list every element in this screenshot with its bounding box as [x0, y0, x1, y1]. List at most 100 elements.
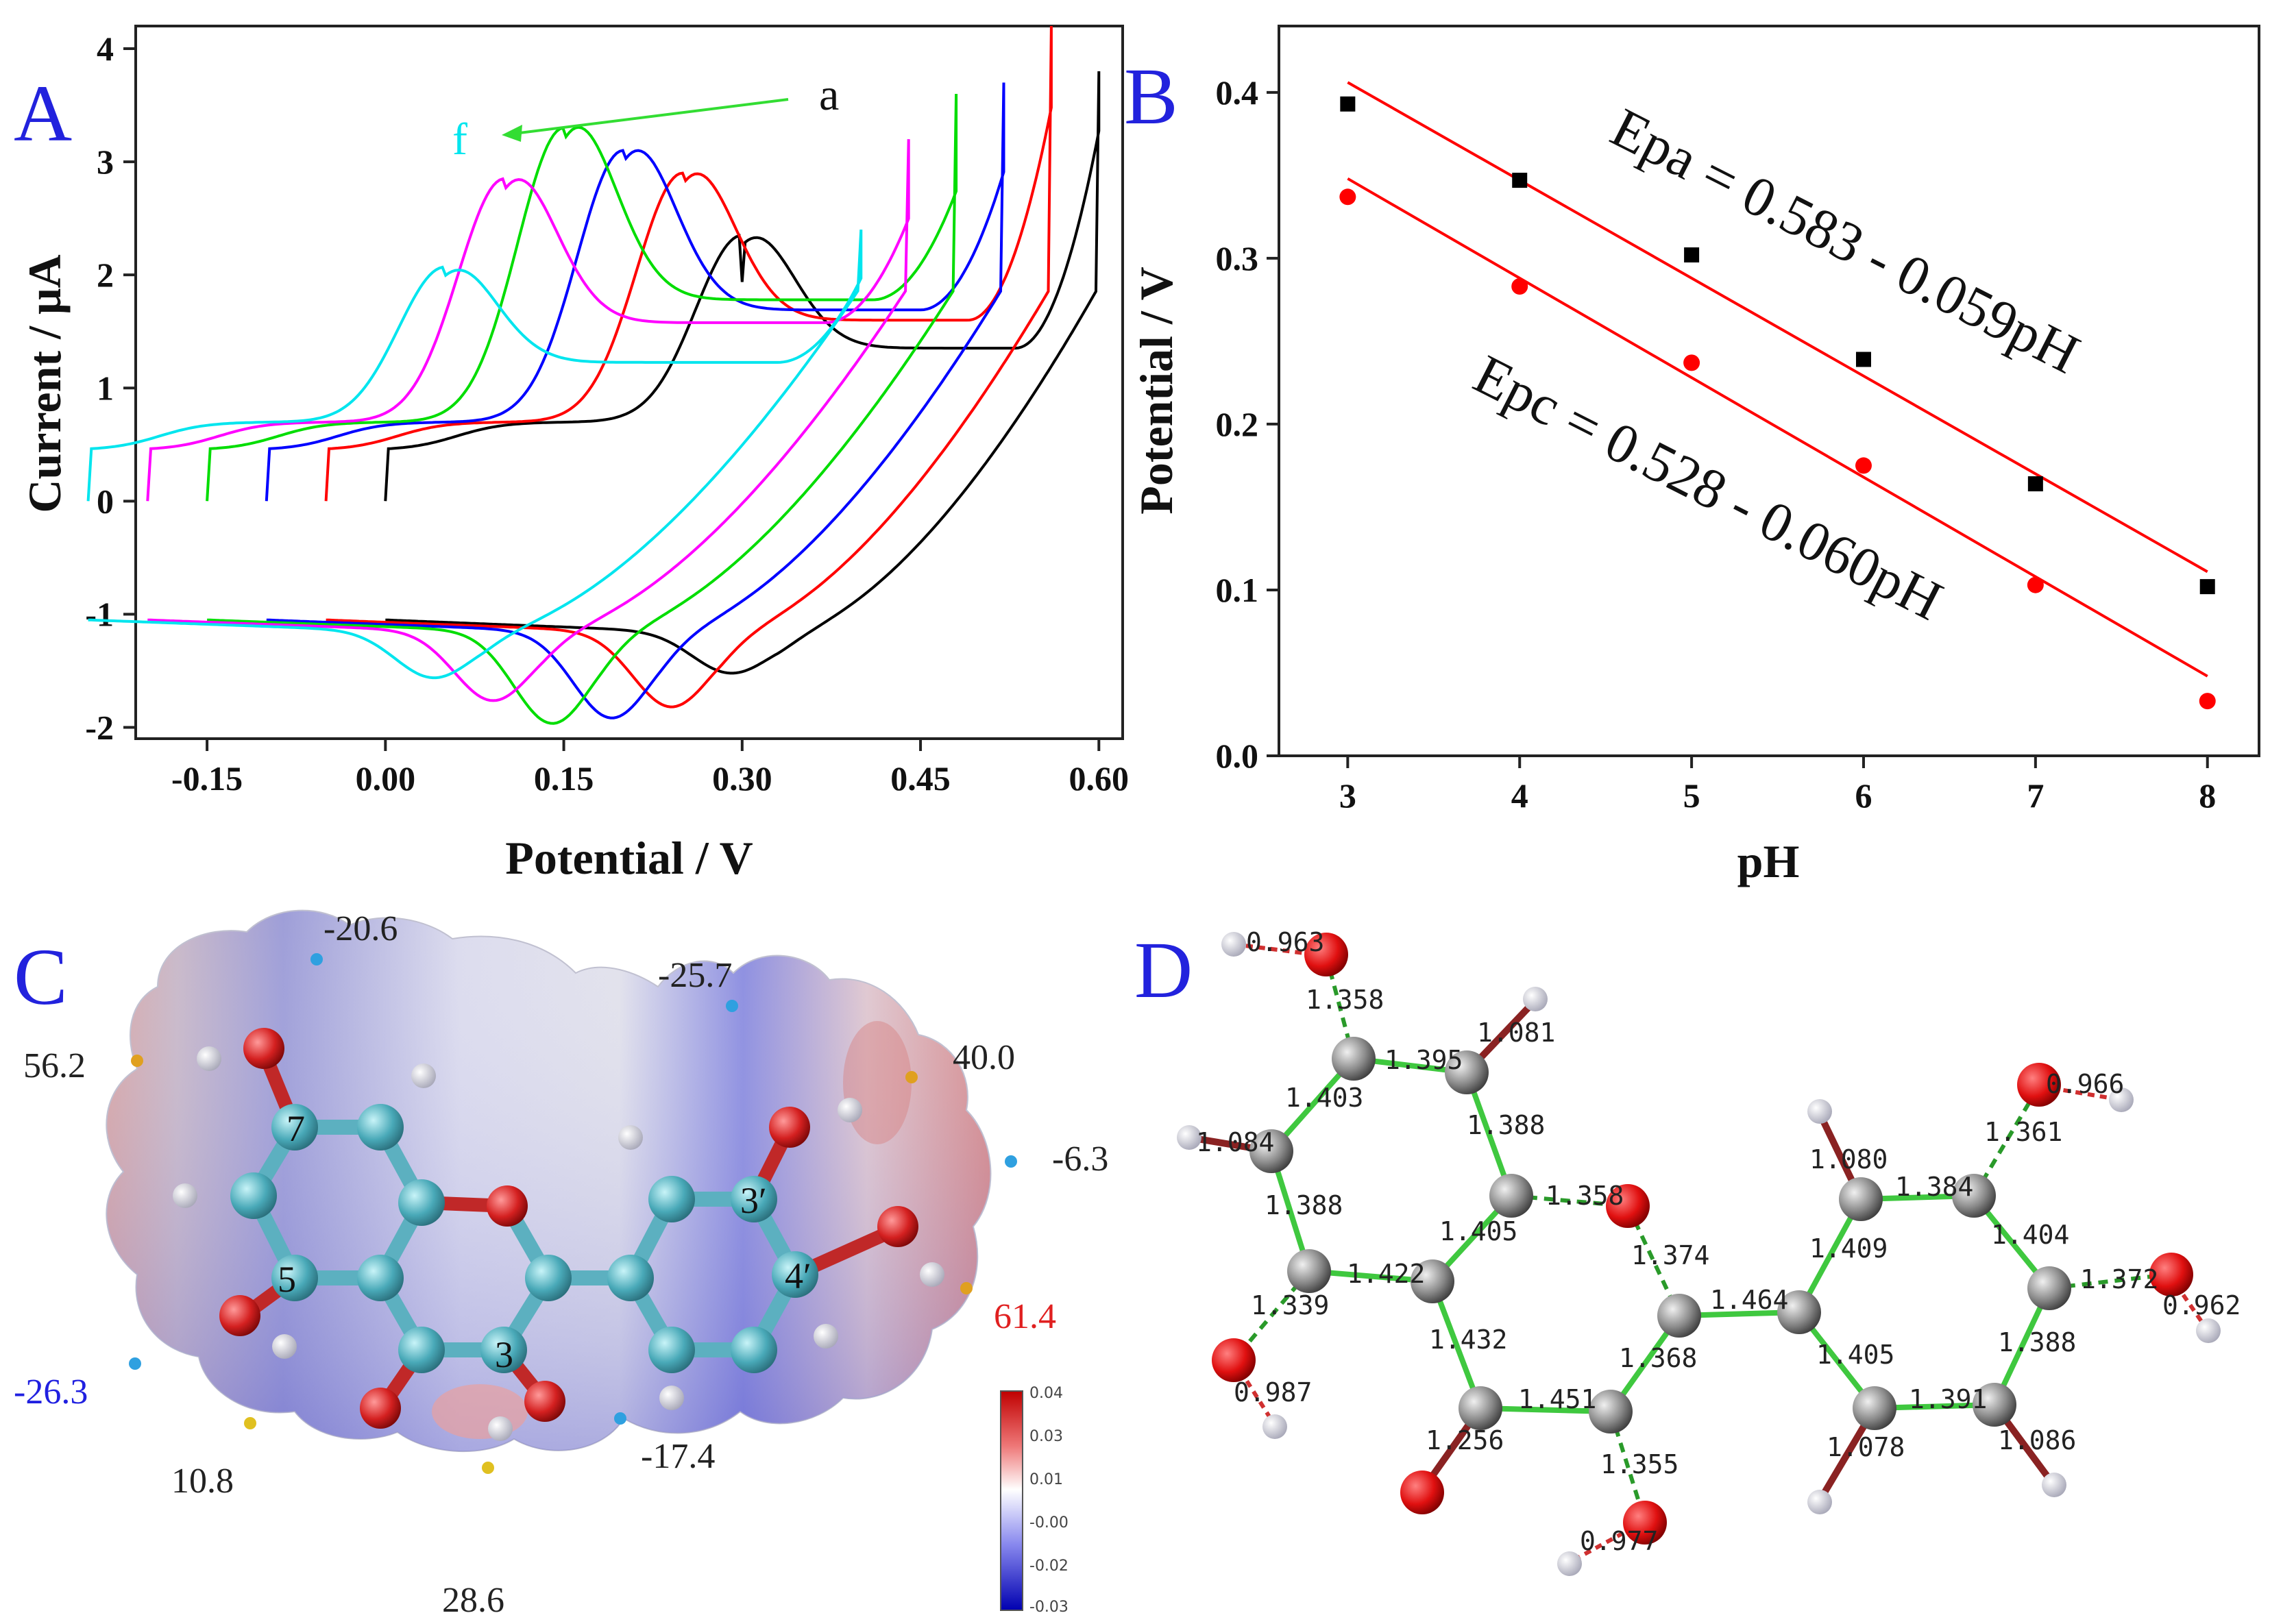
point-Epc: [2027, 576, 2044, 593]
svg-text:1.388: 1.388: [1998, 1327, 2076, 1357]
point-Epc: [1683, 354, 1700, 371]
svg-text:1.388: 1.388: [1265, 1190, 1343, 1220]
mep-value-5: -6.3: [1052, 1140, 1108, 1179]
x-tick-label: 0.45: [890, 759, 951, 798]
svg-text:1.081: 1.081: [1477, 1018, 1555, 1048]
point-Epa: [1855, 352, 1871, 367]
svg-text:1.368: 1.368: [1619, 1343, 1697, 1373]
atom-label-3: 3: [495, 1334, 513, 1375]
panel-b-frame: [1278, 25, 2260, 757]
point-Epa: [1340, 96, 1356, 112]
svg-text:1.372: 1.372: [2080, 1264, 2158, 1294]
svg-text:1.339: 1.339: [1251, 1290, 1329, 1320]
curve-label-f: f: [452, 114, 467, 164]
point-Epc: [2199, 693, 2216, 710]
svg-text:-0.02: -0.02: [1029, 1558, 1069, 1575]
mep-carbons: [230, 1104, 818, 1373]
mep-colorbar: [1000, 1390, 1023, 1611]
d-carbons: [1249, 1037, 2071, 1434]
svg-text:1.084: 1.084: [1196, 1127, 1274, 1157]
x-tick-label: 6: [1855, 776, 1872, 815]
svg-text:1.358: 1.358: [1546, 1181, 1624, 1211]
mep-extrema-points: [129, 953, 1017, 1474]
svg-text:1.422: 1.422: [1347, 1259, 1425, 1289]
y-tick-label: 0.1: [1216, 571, 1259, 609]
y-tick-label: 4: [97, 29, 114, 68]
x-tick-label: 8: [2199, 776, 2216, 815]
mep-value-6: 61.4: [994, 1297, 1056, 1336]
svg-text:1.355: 1.355: [1600, 1449, 1679, 1479]
panel-a-ylabel: Current / μA: [19, 254, 71, 513]
cv-curve-b: [324, 25, 1053, 709]
mep-value-2: -25.7: [658, 956, 732, 995]
svg-text:1.404: 1.404: [1991, 1220, 2069, 1250]
x-tick-label: 5: [1683, 776, 1700, 815]
y-tick-label: 0: [97, 482, 114, 520]
y-tick-label: 3: [97, 143, 114, 181]
atom-label-3prime: 3′: [740, 1180, 767, 1221]
svg-text:-0.00: -0.00: [1029, 1514, 1069, 1531]
cv-curve-a: [384, 71, 1101, 675]
svg-text:1.432: 1.432: [1429, 1325, 1507, 1355]
point-Epa: [1512, 173, 1528, 188]
mep-value-3: 56.2: [23, 1046, 86, 1085]
mep-value-7: -26.3: [14, 1373, 88, 1412]
mep-positive-patch: [432, 1384, 528, 1439]
svg-text:0.03: 0.03: [1029, 1428, 1063, 1445]
svg-text:1.086: 1.086: [1998, 1425, 2076, 1455]
bond-length-labels: 0.963 1.358 1.395 1.081 1.403 1.084 1.38…: [1196, 927, 2241, 1556]
svg-text:0.963: 0.963: [1246, 927, 1324, 957]
svg-text:1.078: 1.078: [1827, 1432, 1905, 1462]
panel-a: -0.15 0.00 0.15 0.30 0.45 0.60 -2 -1 0 1 2 3 4 A a f…: [14, 25, 1130, 884]
panel-c: C: [14, 909, 1108, 1620]
point-Epc: [1339, 188, 1356, 206]
atom-label-4prime: 4′: [785, 1255, 811, 1296]
svg-text:1.403: 1.403: [1285, 1083, 1363, 1113]
point-Epa: [2027, 476, 2043, 492]
cv-curve-e: [146, 139, 910, 702]
svg-text:0.966: 0.966: [2046, 1069, 2124, 1099]
svg-text:1.256: 1.256: [1426, 1425, 1504, 1455]
cv-curve-f: [86, 229, 863, 680]
d-oxygens: [1212, 933, 2193, 1545]
svg-text:1.405: 1.405: [1439, 1216, 1517, 1246]
panel-a-xlabel: Potential / V: [505, 832, 753, 884]
mep-hydrogens: [173, 1046, 944, 1441]
svg-text:1.391: 1.391: [1909, 1384, 1987, 1414]
svg-text:1.384: 1.384: [1895, 1172, 1973, 1202]
svg-text:-0.03: -0.03: [1029, 1599, 1069, 1616]
atom-label-5: 5: [278, 1259, 296, 1300]
curve-label-a: a: [819, 70, 839, 120]
point-Epc: [1855, 457, 1872, 474]
trend-arrow-head: [502, 125, 522, 142]
panel-b-axes: 3 4 5 6 7 8 0.0 0.1 0.2 0.3 0.4: [1216, 73, 2217, 815]
y-tick-label: 1: [97, 369, 114, 407]
cv-curve-d: [206, 93, 958, 725]
svg-text:0.977: 0.977: [1580, 1526, 1658, 1556]
panel-a-letter: A: [14, 69, 72, 158]
x-tick-label: 4: [1511, 776, 1528, 815]
panel-b-points: [1339, 96, 2216, 710]
epa-equation: Epa = 0.583 - 0.059pH: [1602, 96, 2090, 386]
point-Epa: [2199, 579, 2215, 595]
panel-b: 3 4 5 6 7 8 0.0 0.1 0.2 0.3 0.4 B Epa = 0.583 - 0.…: [1124, 25, 2260, 887]
trend-arrow-shaft: [513, 98, 789, 135]
x-tick-label: -0.15: [171, 759, 243, 798]
fit-line-Epc: [1347, 177, 2208, 678]
svg-text:1.358: 1.358: [1306, 985, 1384, 1015]
svg-text:0.962: 0.962: [2162, 1290, 2241, 1320]
panel-c-letter: C: [14, 932, 68, 1022]
panel-a-frame: [134, 25, 1124, 740]
x-tick-label: 0.60: [1069, 759, 1130, 798]
panel-b-xlabel: pH: [1737, 835, 1800, 887]
svg-text:1.388: 1.388: [1467, 1110, 1545, 1140]
mep-oxygens: [219, 1028, 918, 1429]
mep-value-8: 10.8: [171, 1462, 234, 1501]
fit-line-Epa: [1347, 81, 2208, 574]
svg-text:1.374: 1.374: [1631, 1240, 1709, 1270]
y-tick-label: 0.0: [1216, 737, 1259, 775]
mep-value-1: -20.6: [324, 909, 398, 948]
svg-text:1.464: 1.464: [1710, 1285, 1788, 1315]
svg-text:0.04: 0.04: [1029, 1385, 1063, 1402]
svg-text:1.361: 1.361: [1984, 1117, 2062, 1147]
